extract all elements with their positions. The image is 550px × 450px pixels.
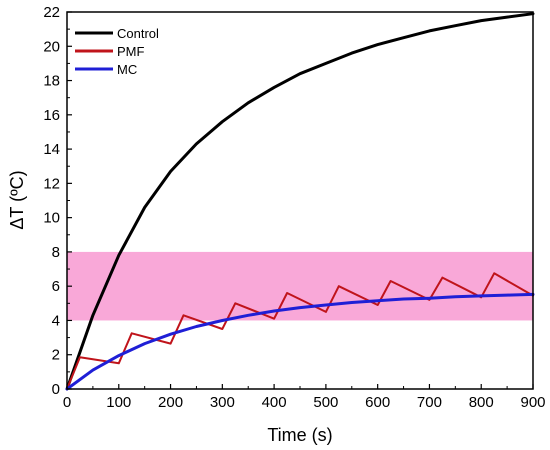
series-line-control — [65, 12, 535, 391]
y-tick-label: 8 — [52, 244, 60, 261]
y-tick-label: 4 — [52, 312, 60, 329]
series-line-pmf — [66, 272, 534, 390]
x-axis-title: Time (s) — [267, 425, 332, 445]
y-tick-label: 10 — [43, 210, 60, 227]
y-tick-label: 18 — [43, 73, 60, 90]
legend-label-pmf: PMF — [117, 44, 145, 59]
x-tick-label: 200 — [158, 394, 183, 411]
y-tick-label: 16 — [43, 107, 60, 124]
series-layer — [65, 12, 535, 391]
y-tick-label: 20 — [43, 38, 60, 55]
shaded-band — [67, 251, 533, 321]
y-tick-label: 6 — [52, 278, 60, 295]
x-tick-label: 800 — [469, 394, 494, 411]
legend: Control PMF MC — [75, 26, 159, 77]
y-tick-label: 12 — [43, 175, 60, 192]
y-axis-title: ΔT (ºC) — [7, 170, 27, 229]
y-tick-label: 14 — [43, 141, 60, 158]
ticks-layer: 0 100 200 300 400 500 600 700 800 900 0 2 4 6 8 10 12 14 1… — [43, 4, 545, 411]
x-tick-label: 700 — [417, 394, 442, 411]
x-tick-label: 900 — [520, 394, 545, 411]
y-tick-label: 22 — [43, 4, 60, 21]
x-tick-label: 500 — [313, 394, 338, 411]
x-tick-label: 300 — [210, 394, 235, 411]
x-tick-label: 100 — [106, 394, 131, 411]
legend-label-mc: MC — [117, 62, 137, 77]
legend-label-control: Control — [117, 26, 159, 41]
y-tick-label: 0 — [52, 381, 60, 398]
x-tick-label: 0 — [63, 394, 71, 411]
x-tick-label: 600 — [365, 394, 390, 411]
y-tick-label: 2 — [52, 347, 60, 364]
x-tick-label: 400 — [262, 394, 287, 411]
series-line-mc — [65, 292, 535, 391]
